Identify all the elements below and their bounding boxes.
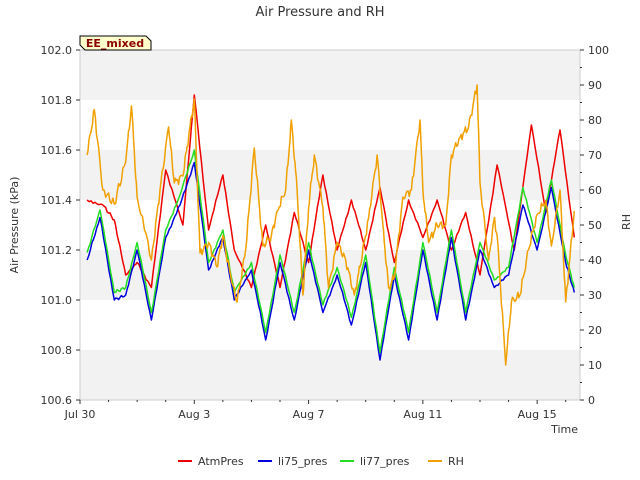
right-tick-label: 100 bbox=[588, 44, 609, 57]
series-line-RH bbox=[86, 84, 576, 366]
left-tick-label: 101.4 bbox=[41, 194, 73, 207]
x-axis-ticks: Jul 30 Aug 3 Aug 7 Aug 11 Aug 15 bbox=[64, 400, 567, 421]
grid-band bbox=[80, 350, 580, 400]
legend-label: li77_pres bbox=[360, 455, 410, 468]
grid-band bbox=[80, 150, 580, 200]
right-axis-ticks: 0 10 20 30 40 50 60 70 80 90 100 bbox=[580, 44, 609, 407]
right-tick-label: 0 bbox=[588, 394, 595, 407]
series-line-li77_pres bbox=[86, 149, 576, 354]
x-tick-label: Aug 15 bbox=[518, 408, 557, 421]
chart-title: Air Pressure and RH bbox=[255, 5, 384, 20]
legend-label: AtmPres bbox=[198, 455, 244, 468]
right-tick-label: 20 bbox=[588, 324, 602, 337]
right-tick-label: 90 bbox=[588, 79, 602, 92]
legend-label: RH bbox=[448, 455, 464, 468]
legend-label: li75_pres bbox=[278, 455, 328, 468]
badge-label: EE_mixed bbox=[86, 37, 144, 50]
left-tick-label: 100.6 bbox=[41, 394, 73, 407]
legend: AtmPres li75_pres li77_pres RH bbox=[178, 455, 464, 468]
x-tick-label: Jul 30 bbox=[64, 408, 96, 421]
left-tick-label: 101.8 bbox=[41, 94, 73, 107]
grid-band bbox=[80, 50, 580, 100]
x-tick-label: Aug 3 bbox=[178, 408, 210, 421]
left-axis-label: Air Pressure (kPa) bbox=[8, 177, 21, 274]
right-axis-label: RH bbox=[620, 214, 633, 230]
series-layer bbox=[86, 84, 576, 366]
grid-band bbox=[80, 100, 580, 150]
badge: EE_mixed bbox=[79, 35, 152, 51]
right-tick-label: 70 bbox=[588, 149, 602, 162]
series-line-li75_pres bbox=[86, 161, 576, 361]
right-tick-label: 10 bbox=[588, 359, 602, 372]
x-tick-label: Aug 11 bbox=[403, 408, 442, 421]
right-tick-label: 40 bbox=[588, 254, 602, 267]
right-tick-label: 60 bbox=[588, 184, 602, 197]
left-tick-label: 100.8 bbox=[41, 344, 73, 357]
left-axis-ticks: 100.6 100.8 101.0 101.2 101.4 101.6 101.8 102.0 bbox=[41, 44, 80, 407]
left-tick-label: 101.2 bbox=[41, 244, 73, 257]
grid-band bbox=[80, 300, 580, 350]
right-tick-label: 50 bbox=[588, 219, 602, 232]
left-tick-label: 101.0 bbox=[41, 294, 73, 307]
left-tick-label: 101.6 bbox=[41, 144, 73, 157]
left-tick-label: 102.0 bbox=[41, 44, 73, 57]
right-tick-label: 80 bbox=[588, 114, 602, 127]
right-tick-label: 30 bbox=[588, 289, 602, 302]
x-tick-label: Aug 7 bbox=[293, 408, 325, 421]
x-axis-label: Time bbox=[550, 423, 578, 436]
